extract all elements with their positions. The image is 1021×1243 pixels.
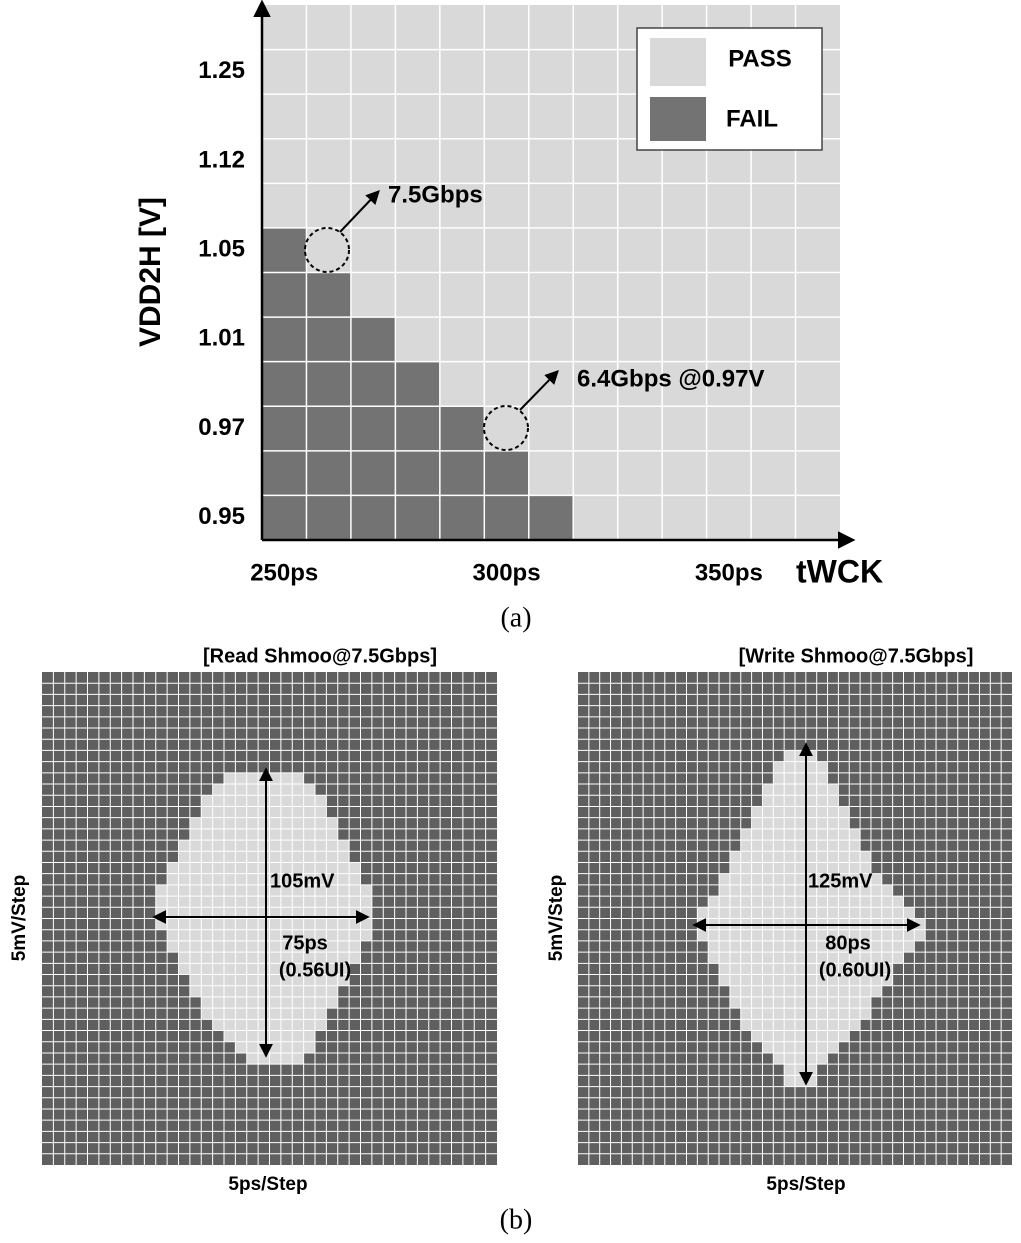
y-tick-label: 0.97 xyxy=(198,414,245,441)
pass-cells xyxy=(201,806,327,818)
measure-label: (0.60UI) xyxy=(819,959,891,981)
pass-cells xyxy=(201,795,327,807)
caption: (b) xyxy=(500,1204,533,1235)
pass-cells xyxy=(773,772,828,785)
legend: PASS FAIL xyxy=(636,27,823,151)
legend-label: FAIL xyxy=(726,105,778,132)
pass-cells xyxy=(155,907,372,919)
pass-cells xyxy=(751,817,850,829)
pass-cells xyxy=(729,862,871,874)
measure-label: (0.56UI) xyxy=(279,959,351,981)
annotation: 7.5Gbps xyxy=(388,181,483,208)
y-axis-label: 5mV/Step xyxy=(9,875,30,962)
plot-title: [Write Shmoo@7.5Gbps] xyxy=(739,645,974,667)
pass-cells xyxy=(784,1075,817,1087)
pass-cells xyxy=(167,862,361,874)
pass-cells xyxy=(212,784,315,796)
y-tick-label: 1.12 xyxy=(198,146,245,173)
pass-cells xyxy=(235,1041,315,1053)
x-axis-label: 5ps/Step xyxy=(228,1174,307,1195)
annotation-arrow xyxy=(339,189,380,233)
fail-cells xyxy=(262,227,307,273)
pass-cells xyxy=(751,806,850,818)
x-axis-label: 5ps/Step xyxy=(766,1174,845,1195)
annotation: 6.4Gbps @0.97V xyxy=(577,365,765,392)
fail-cells xyxy=(262,317,396,362)
pass-cells xyxy=(224,772,304,785)
measure-label: 75ps xyxy=(282,932,328,954)
pass-cells xyxy=(201,1008,327,1020)
y-axis-label: 5mV/Step xyxy=(546,875,567,962)
pass-cells xyxy=(155,884,372,897)
highlight-circle xyxy=(304,227,350,273)
legend-swatch xyxy=(650,97,706,141)
y-tick-label: 0.95 xyxy=(198,503,245,530)
pass-cells xyxy=(189,985,338,997)
pass-cells xyxy=(784,1064,817,1076)
y-tick-label: 1.25 xyxy=(198,57,245,84)
pass-cells xyxy=(729,851,871,863)
pass-cells xyxy=(189,828,338,841)
panel-b: [Read Shmoo@7.5Gbps] 5mV/Step 5ps/Step 105m… xyxy=(9,645,1012,1195)
measure-label: 105mV xyxy=(270,870,335,892)
y-tick-label: 1.01 xyxy=(198,325,245,352)
pass-cells xyxy=(178,851,350,863)
x-tick-label: 250ps xyxy=(250,559,318,586)
pass-cells xyxy=(740,1019,861,1031)
pass-cells xyxy=(773,761,828,773)
pass-cells xyxy=(740,840,861,852)
pass-cells xyxy=(762,795,839,807)
pass-cells xyxy=(719,873,882,885)
pass-cells xyxy=(167,873,361,885)
x-axis-label: tWCK xyxy=(796,553,883,589)
highlight-circle xyxy=(483,405,529,451)
annotation-arrow xyxy=(519,369,559,411)
pass-cells xyxy=(155,896,372,908)
pass-cells xyxy=(246,1052,304,1065)
fail-cells xyxy=(262,495,574,540)
pass-cells xyxy=(178,963,350,975)
pass-cells xyxy=(697,929,926,941)
fail-cells xyxy=(262,406,485,451)
x-tick-label: 300ps xyxy=(473,559,541,586)
pass-cells xyxy=(773,1052,828,1065)
measure-label: 125mV xyxy=(808,870,873,892)
pass-cells xyxy=(740,828,861,841)
pass-cells xyxy=(178,840,350,852)
pass-cells xyxy=(751,1030,850,1042)
pass-cells xyxy=(708,940,915,953)
pass-cells xyxy=(155,918,372,930)
pass-cells xyxy=(189,817,338,829)
pass-cells xyxy=(762,784,839,796)
pass-cells xyxy=(167,940,361,953)
pass-cells xyxy=(784,750,817,762)
legend-swatch xyxy=(650,38,706,86)
caption: (a) xyxy=(500,602,531,633)
y-tick-label: 1.05 xyxy=(198,236,245,263)
measure-label: 80ps xyxy=(825,932,871,954)
pass-cells xyxy=(729,996,871,1009)
plot-title: [Read Shmoo@7.5Gbps] xyxy=(203,645,437,667)
legend-label: PASS xyxy=(728,45,792,72)
y-axis-label: VDD2H [V] xyxy=(134,197,167,347)
x-tick-label: 350ps xyxy=(695,559,763,586)
pass-cells xyxy=(762,1041,839,1053)
